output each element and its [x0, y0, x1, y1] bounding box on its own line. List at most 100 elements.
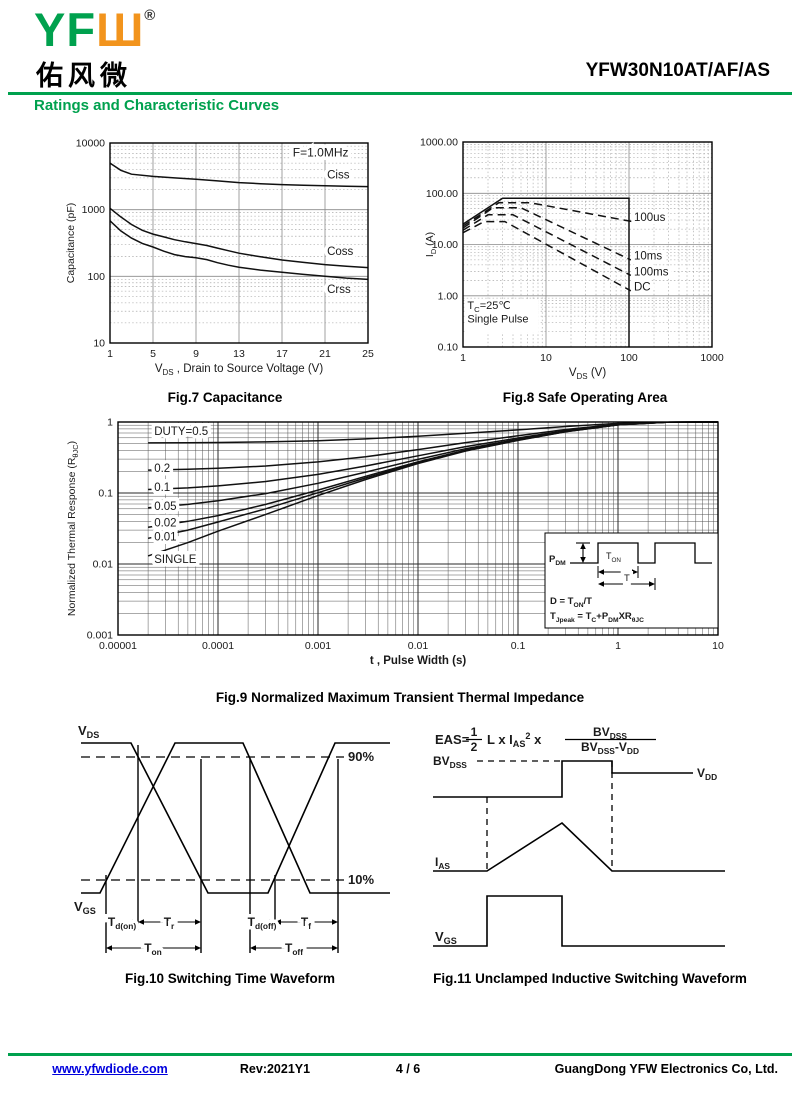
svg-text:25: 25 [362, 348, 374, 360]
svg-text:D = TON/T: D = TON/T [550, 596, 592, 609]
svg-text:DC: DC [634, 281, 651, 293]
svg-text:F=1.0MHz: F=1.0MHz [293, 145, 349, 159]
svg-text:Toff: Toff [285, 941, 303, 957]
svg-text:100ms: 100ms [634, 266, 669, 278]
svg-text:1: 1 [615, 640, 621, 652]
svg-text:1000: 1000 [700, 352, 724, 364]
svg-text:0.001: 0.001 [305, 640, 331, 652]
capacitance-chart: Ciss Coss Crss 1 5 9 13 17 21 25 10000 1000 100 10 VDS… [60, 133, 390, 385]
logo-yf-text: YF [34, 3, 97, 56]
fig8-caption: Fig.8 Safe Operating Area [502, 390, 668, 405]
svg-text:0.1: 0.1 [154, 482, 170, 494]
svg-text:0.10: 0.10 [438, 342, 459, 354]
svg-text:10000: 10000 [76, 138, 105, 150]
svg-text:0.01: 0.01 [154, 531, 176, 543]
svg-text:VDD: VDD [697, 766, 717, 782]
svg-text:BVDSS: BVDSS [433, 754, 467, 770]
svg-text:Td(off): Td(off) [248, 915, 277, 931]
svg-text:1.00: 1.00 [438, 290, 459, 302]
svg-text:0.02: 0.02 [154, 518, 176, 530]
svg-text:Capacitance (pF): Capacitance (pF) [65, 203, 77, 284]
svg-text:0.01: 0.01 [408, 640, 429, 652]
svg-text:10: 10 [712, 640, 724, 652]
svg-text:2: 2 [471, 740, 478, 754]
svg-text:Normalized Thermal Response (R: Normalized Thermal Response (RθJC) [66, 441, 80, 616]
svg-text:0.00001: 0.00001 [99, 640, 137, 652]
section-title: Ratings and Characteristic Curves [34, 97, 280, 114]
website-link[interactable]: www.yfwdiode.com [52, 1062, 168, 1076]
svg-text:1: 1 [460, 352, 466, 364]
svg-text:BVDSS: BVDSS [593, 725, 627, 741]
svg-text:Ciss: Ciss [327, 169, 350, 181]
thermal-impedance-chart: DUTY=0.5 0.2 0.1 0.05 0.02 0.01 SINGLE 0.00001 0… [60, 412, 740, 687]
svg-text:1: 1 [107, 348, 113, 360]
svg-text:Crss: Crss [327, 284, 351, 296]
fig7-caption: Fig.7 Capacitance [167, 390, 283, 405]
logo-u-glyph: Ш [96, 3, 145, 56]
svg-text:17: 17 [276, 348, 288, 360]
svg-text:Coss: Coss [327, 246, 353, 258]
svg-text:100us: 100us [634, 212, 666, 224]
part-number: YFW30N10AT/AF/AS [585, 60, 770, 81]
unclamped-inductive-waveform: EAS= 1 2 L x IAS2 x BVDSS BVDSS-VDD BVDSS VDD IA… [425, 723, 755, 963]
svg-text:5: 5 [150, 348, 156, 360]
svg-text:EAS=: EAS= [435, 732, 470, 747]
svg-text:10.00: 10.00 [432, 239, 458, 251]
page-number: 4 / 6 [395, 1062, 421, 1076]
svg-text:10: 10 [540, 352, 552, 364]
svg-text:1: 1 [107, 417, 113, 429]
svg-text:0.1: 0.1 [511, 640, 526, 652]
svg-text:Single Pulse: Single Pulse [467, 314, 528, 326]
logo-chinese-name: 佑风微 [36, 61, 132, 91]
svg-text:100: 100 [87, 271, 105, 283]
fig11-caption: Fig.11 Unclamped Inductive Switching Wav… [433, 971, 747, 986]
svg-text:0.001: 0.001 [87, 630, 113, 642]
svg-text:0.05: 0.05 [154, 501, 176, 513]
svg-text:PDM: PDM [549, 554, 566, 567]
revision-label: Rev:2021Y1 [239, 1062, 311, 1076]
company-name: GuangDong YFW Electronics Co, Ltd. [554, 1062, 778, 1076]
svg-text:VDS , Drain to Source Voltage: VDS , Drain to Source Voltage (V) [155, 363, 324, 377]
fig10-caption: Fig.10 Switching Time Waveform [124, 971, 336, 986]
svg-text:0.0001: 0.0001 [202, 640, 234, 652]
svg-text:VGS: VGS [435, 929, 457, 946]
svg-text:1000: 1000 [82, 204, 106, 216]
svg-text:IAS: IAS [435, 855, 450, 871]
svg-text:TJpeak = TC+PDMXRθJC: TJpeak = TC+PDMXRθJC [550, 611, 644, 624]
svg-text:10ms: 10ms [634, 251, 662, 263]
svg-text:1: 1 [471, 725, 478, 739]
svg-text:10: 10 [93, 338, 105, 350]
yfw-logo: YFШ® [34, 6, 156, 53]
svg-text:0.1: 0.1 [98, 488, 113, 500]
safe-operating-area-chart: 100us 10ms 100ms DC 1 10 100 1000 1000.00 100.00 1… [420, 133, 750, 385]
svg-text:BVDSS-VDD: BVDSS-VDD [581, 740, 639, 756]
svg-text:Td(on): Td(on) [108, 915, 136, 931]
svg-text:SINGLE: SINGLE [154, 554, 197, 566]
svg-text:TON: TON [606, 551, 621, 564]
svg-text:0.2: 0.2 [154, 463, 170, 475]
header-divider [8, 92, 792, 95]
svg-text:Tr: Tr [164, 915, 175, 931]
switching-time-waveform: 90% 10% VDS VGS Td(on) Tr Td(off) Tf Ton Toff [60, 715, 400, 963]
svg-text:0.01: 0.01 [93, 559, 114, 571]
svg-text:T: T [624, 573, 630, 584]
footer-divider [8, 1053, 792, 1056]
fig9-caption: Fig.9 Normalized Maximum Transient Therm… [215, 690, 585, 705]
svg-text:90%: 90% [348, 749, 374, 764]
svg-text:DUTY=0.5: DUTY=0.5 [154, 426, 208, 438]
svg-text:21: 21 [319, 348, 331, 360]
svg-text:VDS: VDS [78, 723, 99, 740]
svg-text:9: 9 [193, 348, 199, 360]
svg-text:L x IAS2 x: L x IAS2 x [487, 731, 542, 749]
svg-text:Tf: Tf [301, 915, 311, 931]
svg-text:13: 13 [233, 348, 245, 360]
svg-text:VDS (V): VDS (V) [569, 367, 606, 381]
svg-text:10%: 10% [348, 872, 374, 887]
svg-text:Ton: Ton [144, 941, 162, 957]
svg-text:100: 100 [620, 352, 638, 364]
svg-text:100.00: 100.00 [426, 188, 458, 200]
svg-text:t , Pulse Width (s): t , Pulse Width (s) [370, 655, 467, 667]
registered-trademark-icon: ® [144, 7, 157, 24]
svg-text:TC=25℃: TC=25℃ [467, 300, 510, 314]
